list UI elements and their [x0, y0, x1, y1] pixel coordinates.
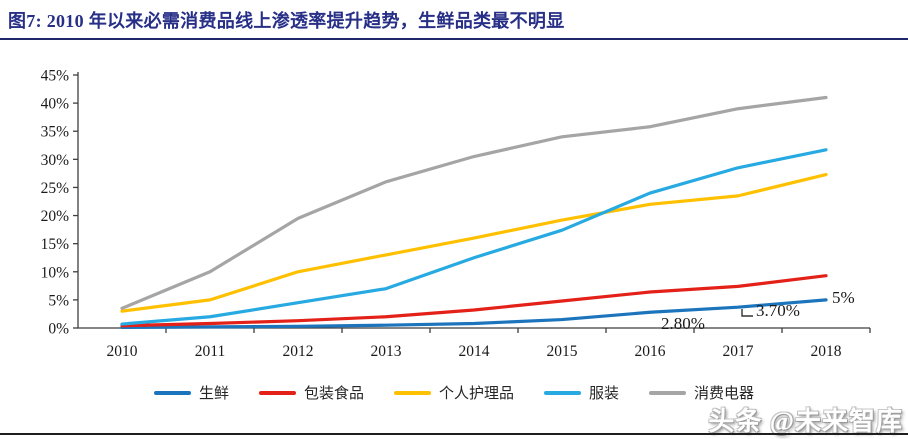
bottom-divider [0, 433, 908, 435]
legend-swatch-personal-care [393, 390, 431, 395]
x-axis-tick-label: 2016 [635, 343, 666, 360]
watermark: 头条 @未来智库 [708, 407, 903, 436]
x-axis-tick-label: 2018 [811, 343, 842, 360]
legend-item-packaged-food: 包装食品 [258, 382, 364, 403]
legend-item-personal-care: 个人护理品 [393, 382, 514, 403]
legend-label-fresh: 生鲜 [198, 386, 229, 402]
legend-swatch-fresh [153, 390, 191, 395]
y-axis-tick-label: 10% [41, 264, 70, 281]
y-axis-tick-label: 30% [41, 152, 70, 169]
x-axis-tick-label: 2015 [547, 343, 578, 360]
y-axis-tick-label: 45% [41, 68, 70, 85]
figure-title: 图7: 2010 年以来必需消费品线上渗透率提升趋势，生鲜品类最不明显 [8, 11, 565, 31]
legend-swatch-consumer-electronics [649, 390, 687, 395]
legend-label-personal-care: 个人护理品 [438, 386, 514, 402]
legend-swatch-packaged-food [258, 390, 296, 395]
axis-lines [77, 72, 870, 329]
x-axis-tick-label: 2013 [371, 343, 402, 360]
y-axis-tick-label: 20% [41, 208, 70, 225]
data-label-2016: 2.80% [661, 314, 705, 333]
x-axis-tick-label: 2011 [195, 343, 225, 360]
x-axis-tick-label: 2014 [459, 343, 490, 360]
data-label-2017: 3.70% [756, 301, 800, 320]
series-line-4 [120, 95, 828, 310]
legend-label-apparel: 服装 [589, 386, 620, 402]
y-axis-tick-label: 25% [41, 180, 70, 197]
legend-item-apparel: 服装 [544, 382, 619, 403]
data-label-2018: 5% [832, 288, 855, 307]
series-line-0 [120, 298, 828, 330]
series-line-3 [120, 148, 828, 326]
y-axis-tick-label: 0% [48, 321, 69, 338]
chart-legend: 生鲜 包装食品 个人护理品 服装 消费电器 [0, 382, 908, 403]
legend-label-packaged-food: 包装食品 [303, 386, 364, 402]
legend-item-consumer-electronics: 消费电器 [649, 382, 754, 403]
y-axis-tick-label: 5% [48, 292, 69, 309]
x-axis-tick-label: 2010 [107, 343, 138, 360]
y-axis-tick-label: 15% [41, 236, 70, 253]
legend-item-fresh: 生鲜 [153, 382, 229, 403]
legend-label-consumer-electronics: 消费电器 [694, 386, 755, 402]
y-axis-tick-label: 40% [41, 96, 70, 113]
series-line-1 [120, 274, 828, 328]
annotation-leader-line [741, 309, 753, 317]
legend-swatch-apparel [544, 390, 581, 395]
series-line-2 [120, 172, 828, 313]
y-axis-tick-label: 35% [41, 124, 70, 141]
x-axis-tick-label: 2017 [723, 343, 754, 360]
title-divider [0, 38, 908, 40]
x-axis-tick-label: 2012 [283, 343, 314, 360]
